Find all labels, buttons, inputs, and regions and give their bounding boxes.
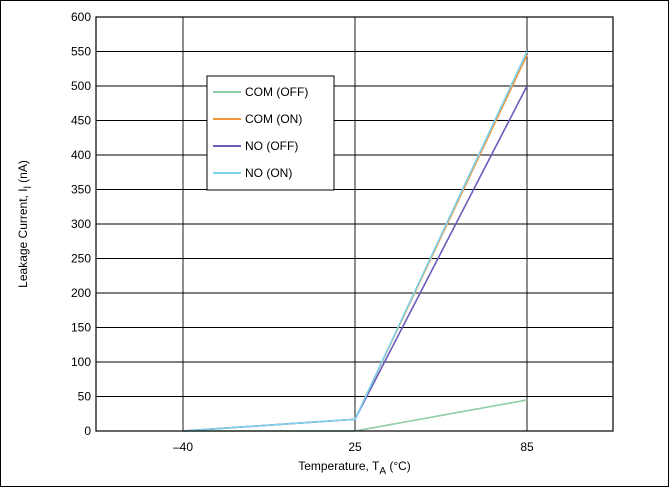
y-tick-label: 500 (71, 79, 91, 93)
y-tick-label: 450 (71, 114, 91, 128)
series-line-no-on (182, 51, 528, 432)
legend-label-com-off: COM (OFF) (245, 85, 308, 99)
x-axis-ticks: –40 25 85 (173, 440, 534, 454)
legend-label-no-on: NO (ON) (245, 166, 292, 180)
x-axis-title-main: Temperature, T (298, 459, 380, 473)
x-tick-label: –40 (173, 440, 193, 454)
x-axis-title: Temperature, TA (°C) (298, 459, 411, 477)
y-tick-label: 150 (71, 321, 91, 335)
y-tick-label: 50 (78, 390, 92, 404)
x-tick-label: 25 (348, 440, 362, 454)
y-tick-label: 300 (71, 217, 91, 231)
x-axis-title-sub: A (379, 466, 386, 477)
y-tick-label: 400 (71, 148, 91, 162)
y-tick-label: 550 (71, 45, 91, 59)
legend-label-com-on: COM (ON) (245, 112, 302, 126)
y-axis-title-sub: l (23, 186, 34, 188)
y-tick-label: 100 (71, 355, 91, 369)
legend-label-no-off: NO (OFF) (245, 139, 298, 153)
legend: COM (OFF) COM (ON) NO (OFF) NO (ON) (206, 75, 335, 191)
grid-lines (96, 16, 613, 432)
y-tick-label: 350 (71, 183, 91, 197)
y-tick-label: 0 (84, 424, 91, 438)
x-axis-title-unit: (°C) (386, 459, 411, 473)
y-axis-title-main: Leakage Current, I (16, 188, 30, 287)
plot-border (95, 16, 614, 432)
x-tick-label: 85 (520, 440, 534, 454)
y-tick-label: 600 (71, 10, 91, 24)
y-axis-title-unit: (nA) (16, 160, 30, 186)
legend-box (206, 75, 335, 191)
y-tick-label: 200 (71, 286, 91, 300)
y-tick-label: 250 (71, 252, 91, 266)
y-axis-title: Leakage Current, Il (nA) (16, 160, 34, 288)
y-axis-ticks: 0 50 100 150 200 250 300 350 400 450 500 550 600 (71, 10, 91, 438)
